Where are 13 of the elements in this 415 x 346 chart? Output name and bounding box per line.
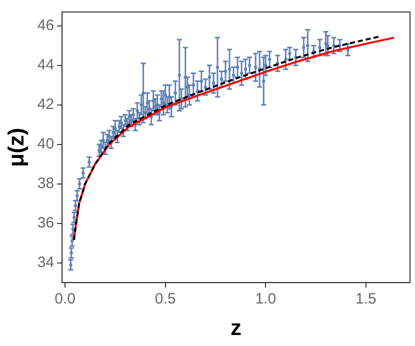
y-tick-label: 46 [37, 16, 54, 34]
y-tick-label: 40 [37, 135, 54, 152]
x-tick-label: 1.5 [355, 290, 376, 308]
y-tick-label: 36 [37, 214, 54, 232]
x-tick-label: 0.0 [54, 290, 76, 308]
y-tick-label: 38 [37, 174, 54, 192]
y-tick-label: 42 [37, 96, 54, 113]
x-axis-title: z [230, 314, 242, 340]
x-tick-label: 0.5 [154, 290, 176, 308]
x-tick-label: 1.0 [255, 290, 276, 308]
y-tick-label: 34 [37, 254, 54, 271]
y-axis-title: μ(z) [3, 128, 28, 167]
y-tick-label: 44 [37, 56, 54, 74]
